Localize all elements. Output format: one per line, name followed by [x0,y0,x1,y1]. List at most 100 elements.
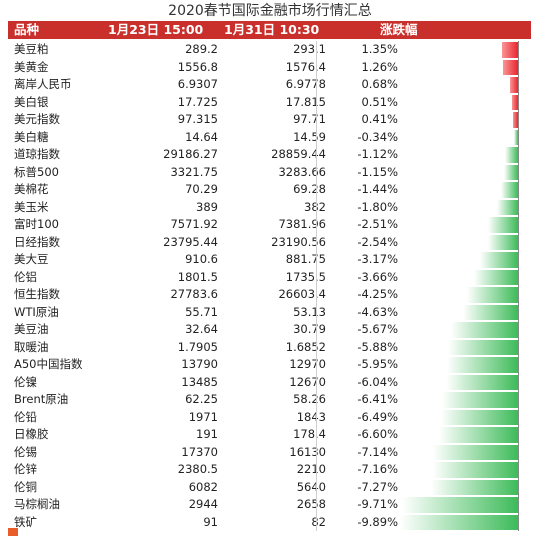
row-name: 恒生指数 [14,287,60,301]
row-change-label: -4.25% [357,287,398,301]
bar-fall [439,427,518,443]
bar-fall [400,514,518,530]
table-row: 伦铜 6082 5640 -7.27% [8,479,531,497]
row-name: 日经指数 [14,234,60,249]
row-value-jan31: 28859.44 [271,147,326,161]
row-value-jan23: 7571.92 [170,217,218,231]
table-row: 美玉米 389 382 -1.80% [8,199,531,217]
table-row: 美大豆 910.6 881.75 -3.17% [8,251,531,269]
row-name: 富时100 [14,217,59,231]
row-name: 美大豆 [14,252,49,266]
table-row: A50中国指数 13790 12970 -5.95% [8,356,531,374]
row-value-jan31: 881.75 [285,252,326,266]
row-name: 伦铅 [14,409,37,424]
row-change-label: -6.49% [357,409,398,424]
row-change-label: -5.67% [357,322,398,336]
row-value-jan23: 17370 [181,444,218,459]
table-row: 恒生指数 27783.6 26603.4 -4.25% [8,286,531,304]
table-row: 铁矿 91 82 -9.89% [8,514,531,532]
header-name: 品种 [14,22,40,37]
bar-rise [501,42,518,58]
row-value-jan31: 2658 [296,497,326,511]
table-row: 美元指数 97.315 97.71 0.41% [8,111,531,129]
row-change-label: -7.16% [357,462,398,476]
bar-fall [440,409,518,425]
row-value-jan23: 14.64 [185,129,218,144]
row-value-jan23: 910.6 [185,252,218,266]
row-value-jan23: 27783.6 [170,287,218,301]
row-value-jan23: 2944 [188,497,218,511]
row-value-jan31: 26603.4 [278,287,326,301]
row-name: 道琼指数 [14,147,60,161]
row-value-jan31: 30.79 [293,322,326,336]
table-header: 品种 1月23日 15:00 1月31日 10:30 涨跌幅 [8,21,531,39]
row-name: 日橡胶 [14,427,49,441]
table-row: WTI原油 55.71 53.13 -4.63% [8,304,531,322]
bar-fall [446,374,518,390]
row-value-jan31: 3283.66 [278,164,326,179]
row-value-jan23: 23795.44 [163,234,218,249]
row-name: 取暖油 [14,339,49,354]
row-value-jan31: 178.4 [293,427,326,441]
bar-fall [431,479,518,495]
bar-fall [500,182,518,198]
table-row: 伦铅 1971 1843 -6.49% [8,409,531,427]
row-value-jan31: 53.13 [293,304,326,319]
row-value-jan23: 191 [196,427,218,441]
row-name: 伦锡 [14,444,37,459]
row-value-jan31: 2210 [296,462,326,476]
bar-fall [402,497,518,513]
table-row: 日经指数 23795.44 23190.56 -2.54% [8,234,531,252]
row-value-jan31: 23190.56 [271,234,326,249]
row-value-jan23: 3321.75 [170,164,218,179]
bar-fall [496,199,518,215]
row-value-jan23: 389 [196,199,218,214]
table-row: 道琼指数 29186.27 28859.44 -1.12% [8,146,531,164]
row-value-jan31: 69.28 [293,182,326,196]
row-value-jan23: 1556.8 [177,59,218,74]
row-change-label: 0.68% [361,77,398,91]
row-change-label: -9.89% [357,514,398,529]
row-name: 伦铜 [14,479,37,494]
row-name: 美黄金 [14,59,49,74]
row-value-jan23: 32.64 [185,322,218,336]
row-change-label: -5.88% [357,339,398,354]
row-value-jan23: 97.315 [177,112,218,126]
row-change-label: -5.95% [357,357,398,371]
row-value-jan31: 293.1 [293,42,326,56]
row-value-jan23: 6.9307 [177,77,218,91]
row-name: 美棉花 [14,182,49,196]
row-name: 马棕榈油 [14,497,60,511]
table-row: 取暖油 1.7905 1.6852 -5.88% [8,339,531,357]
bar-fall [447,357,518,373]
row-change-label: -7.27% [357,479,398,494]
table-row: 美豆粕 289.2 293.1 1.35% [8,41,531,59]
row-change-label: -1.15% [357,164,398,179]
row-name: 美元指数 [14,112,60,126]
bar-rise [513,112,518,128]
table-row: 标普500 3321.75 3283.66 -1.15% [8,164,531,182]
bar-fall [462,304,518,320]
row-value-jan31: 382 [236,199,326,217]
bar-baseline [518,41,519,531]
chart-title: 2020春节国际金融市场行情汇总 [168,3,372,19]
table-row: 马棕榈油 2944 2658 -9.71% [8,496,531,514]
row-value-jan31: 1735.5 [285,269,326,284]
row-change-label: -2.54% [357,234,398,249]
row-change-label: 1.35% [361,42,398,56]
table-row: 美白银 17.725 17.815 0.51% [8,94,531,112]
bar-fall [433,444,518,460]
row-value-jan31: 12670 [289,374,326,389]
table-row: 伦锌 2380.5 2210 -7.16% [8,461,531,479]
row-change-label: -7.14% [357,444,398,459]
table-row: 伦铝 1801.5 1735.5 -3.66% [8,269,531,287]
row-name: 伦锌 [14,462,37,476]
bar-fall [488,217,518,233]
row-change-label: -3.66% [357,269,398,284]
row-value-jan23: 1801.5 [177,269,218,284]
row-value-jan23: 289.2 [185,42,218,56]
bar-fall [474,269,518,285]
table-row: 美豆油 32.64 30.79 -5.67% [8,321,531,339]
row-name: 伦铝 [14,269,37,284]
table-row: 美棉花 70.29 69.28 -1.44% [8,181,531,199]
